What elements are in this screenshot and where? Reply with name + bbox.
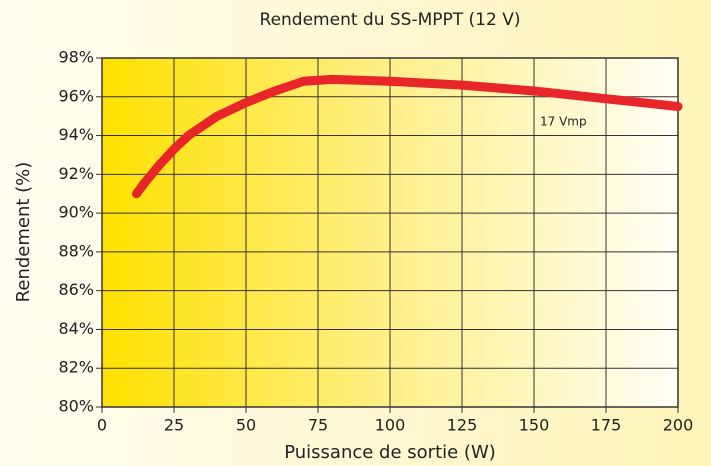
y-tick-label: 84% xyxy=(58,319,94,338)
y-tick-label: 96% xyxy=(58,86,94,105)
x-tick-label: 200 xyxy=(663,416,694,435)
y-tick-label: 80% xyxy=(58,397,94,416)
y-tick-label: 98% xyxy=(58,48,94,67)
y-tick-label: 88% xyxy=(58,241,94,260)
x-tick-label: 125 xyxy=(447,416,478,435)
x-axis-label: Puissance de sortie (W) xyxy=(284,442,496,463)
y-tick-label: 82% xyxy=(58,358,94,377)
x-tick-label: 75 xyxy=(308,416,328,435)
x-tick-label: 0 xyxy=(97,416,107,435)
y-tick-label: 90% xyxy=(58,203,94,222)
y-tick-label: 86% xyxy=(58,280,94,299)
x-tick-label: 100 xyxy=(375,416,406,435)
y-axis-label: Rendement (%) xyxy=(13,162,34,303)
series-line xyxy=(132,74,683,199)
x-tick-label: 50 xyxy=(236,416,256,435)
plot-frame xyxy=(101,57,679,408)
x-tick-label: 175 xyxy=(591,416,622,435)
y-tick-label: 94% xyxy=(58,125,94,144)
series-label: 17 Vmp xyxy=(540,115,587,129)
x-tick-label: 150 xyxy=(519,416,550,435)
y-tick-label: 92% xyxy=(58,164,94,183)
chart-title: Rendement du SS-MPPT (12 V) xyxy=(260,10,521,30)
x-tick-label: 25 xyxy=(164,416,184,435)
